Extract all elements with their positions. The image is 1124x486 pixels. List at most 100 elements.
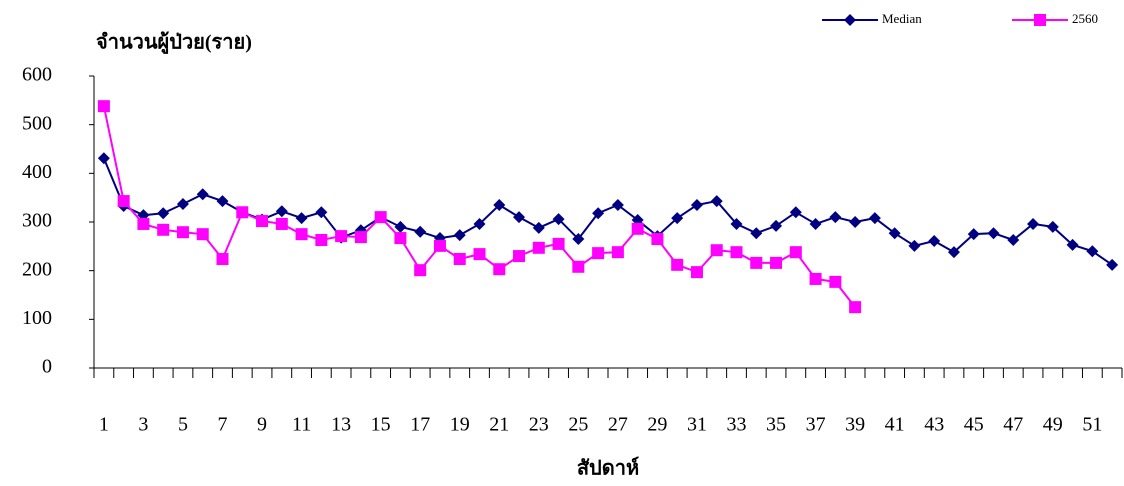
data-point bbox=[513, 211, 526, 224]
legend-marker bbox=[844, 14, 856, 26]
data-point bbox=[849, 301, 862, 314]
data-point bbox=[730, 217, 743, 230]
y-tick-label: 200 bbox=[22, 258, 52, 280]
data-point bbox=[671, 212, 684, 225]
x-tick-label: 29 bbox=[647, 414, 667, 436]
series-line bbox=[102, 157, 1113, 266]
data-point bbox=[967, 228, 980, 241]
y-tick-label: 100 bbox=[22, 307, 52, 329]
x-tick-label: 45 bbox=[964, 414, 984, 436]
data-point bbox=[1106, 258, 1119, 271]
x-tick-label: 37 bbox=[806, 414, 826, 436]
data-point bbox=[414, 225, 427, 238]
data-point bbox=[532, 221, 545, 234]
data-point bbox=[117, 195, 130, 208]
data-point bbox=[750, 227, 763, 240]
y-tick-label: 400 bbox=[22, 161, 52, 183]
data-point bbox=[236, 206, 249, 219]
y-tick-label: 300 bbox=[22, 210, 52, 232]
data-point bbox=[770, 219, 783, 232]
x-tick-label: 17 bbox=[410, 414, 430, 436]
data-point bbox=[97, 152, 110, 165]
data-point bbox=[592, 207, 605, 220]
data-point bbox=[789, 206, 802, 219]
x-tick-label: 25 bbox=[568, 414, 588, 436]
data-point bbox=[137, 217, 150, 230]
data-point bbox=[275, 217, 288, 230]
series-line bbox=[102, 105, 856, 308]
x-tick-label: 19 bbox=[450, 414, 470, 436]
data-point bbox=[651, 233, 664, 246]
data-point bbox=[572, 260, 585, 273]
data-point bbox=[157, 223, 170, 236]
data-point bbox=[1007, 234, 1020, 247]
data-point bbox=[789, 246, 802, 259]
data-point bbox=[493, 198, 506, 211]
data-point bbox=[888, 227, 901, 240]
data-point bbox=[829, 275, 842, 288]
data-point bbox=[315, 206, 328, 219]
x-tick-label: 43 bbox=[924, 414, 944, 436]
data-point bbox=[176, 197, 189, 210]
data-point bbox=[453, 252, 466, 265]
x-tick-label: 1 bbox=[99, 414, 109, 436]
legend-label: Median bbox=[882, 11, 922, 26]
data-point bbox=[908, 239, 921, 252]
data-point bbox=[196, 228, 209, 241]
data-point bbox=[829, 211, 842, 224]
x-tick-label: 23 bbox=[529, 414, 549, 436]
data-point bbox=[1086, 245, 1099, 258]
data-point bbox=[849, 216, 862, 228]
x-tick-label: 35 bbox=[766, 414, 786, 436]
data-point bbox=[532, 241, 545, 254]
data-point bbox=[750, 256, 763, 269]
data-point bbox=[868, 212, 881, 225]
data-point bbox=[414, 264, 427, 277]
legend-marker bbox=[1034, 14, 1046, 26]
data-point bbox=[493, 263, 506, 276]
data-point bbox=[335, 230, 348, 243]
x-tick-label: 3 bbox=[138, 414, 148, 436]
data-point bbox=[552, 237, 565, 250]
data-point bbox=[671, 258, 684, 271]
data-point bbox=[295, 228, 308, 241]
data-point bbox=[315, 234, 328, 247]
data-point bbox=[730, 246, 743, 259]
data-point bbox=[433, 239, 446, 252]
data-point bbox=[690, 266, 703, 279]
x-tick-label: 11 bbox=[292, 414, 311, 436]
data-point bbox=[473, 217, 486, 230]
x-tick-label: 9 bbox=[257, 414, 267, 436]
data-point bbox=[394, 220, 407, 233]
data-point bbox=[770, 256, 783, 269]
data-point bbox=[157, 207, 170, 220]
x-tick-label: 21 bbox=[489, 414, 509, 436]
x-tick-label: 49 bbox=[1043, 414, 1063, 436]
data-point bbox=[513, 250, 526, 263]
data-point bbox=[611, 246, 624, 259]
data-point bbox=[572, 233, 585, 246]
data-point bbox=[97, 100, 110, 113]
y-tick-label: 0 bbox=[42, 356, 52, 378]
data-point bbox=[1066, 238, 1079, 251]
data-point bbox=[928, 234, 941, 247]
data-point bbox=[552, 213, 565, 226]
data-point bbox=[275, 205, 288, 218]
data-point bbox=[987, 227, 1000, 240]
data-point bbox=[809, 272, 822, 285]
data-point bbox=[473, 248, 486, 261]
x-tick-label: 7 bbox=[218, 414, 228, 436]
data-point bbox=[611, 198, 624, 211]
data-point bbox=[176, 226, 189, 239]
x-tick-label: 5 bbox=[178, 414, 188, 436]
data-point bbox=[216, 252, 229, 265]
y-tick-label: 600 bbox=[22, 64, 52, 86]
x-tick-label: 51 bbox=[1082, 414, 1102, 436]
y-axis-title: จำนวนผู้ป่วย(ราย) bbox=[96, 31, 252, 56]
y-tick-label: 500 bbox=[22, 112, 52, 134]
data-point bbox=[710, 195, 723, 208]
data-point bbox=[453, 229, 466, 242]
x-tick-label: 15 bbox=[371, 414, 391, 436]
data-point bbox=[947, 246, 960, 259]
